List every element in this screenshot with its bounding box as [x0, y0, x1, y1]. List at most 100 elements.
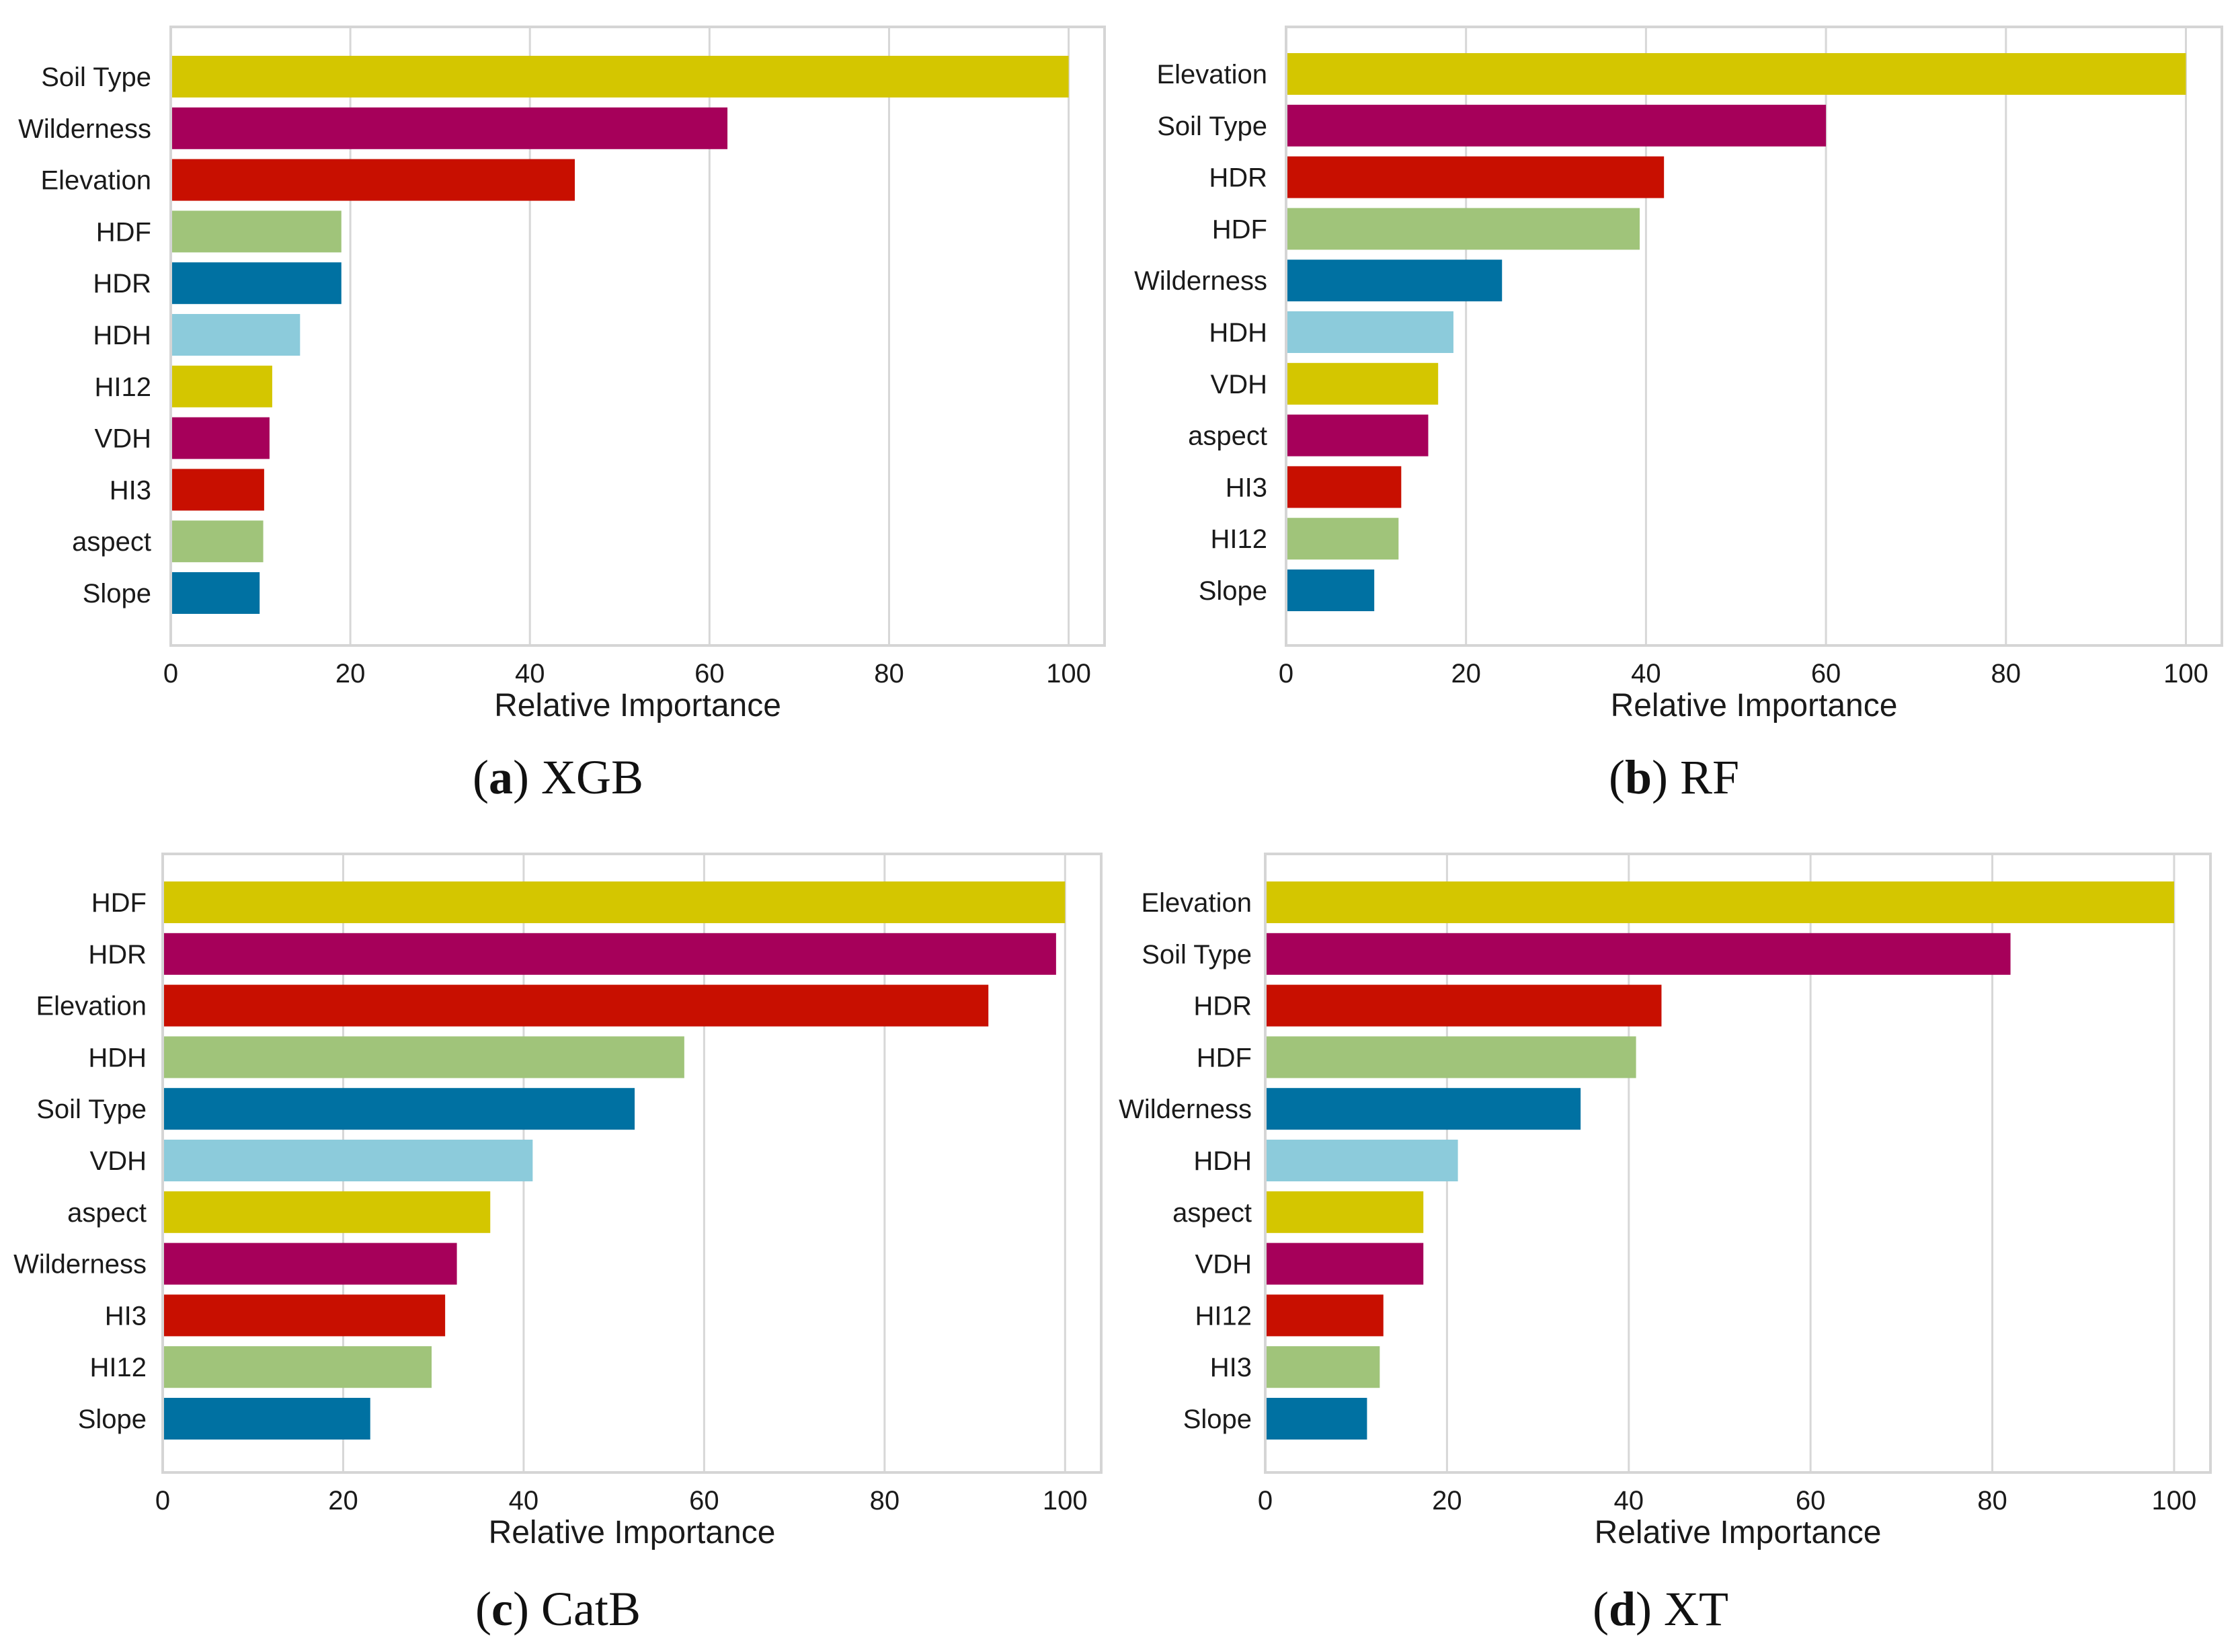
category-label: HI12: [95, 372, 152, 402]
bar: [1267, 1243, 1424, 1285]
bar: [1287, 156, 1665, 198]
category-label: Wilderness: [13, 1250, 147, 1280]
bar: [1267, 1191, 1424, 1233]
category-label: HI12: [90, 1353, 147, 1382]
category-label: HDH: [88, 1043, 147, 1072]
bar: [172, 469, 264, 511]
category-label: Soil Type: [41, 63, 151, 92]
chart-xt: Elevation Soil Type HDR HDF Wilderness HDH asp…: [1119, 853, 2212, 1636]
bar: [1287, 260, 1503, 302]
category-label: aspect: [1188, 422, 1267, 451]
category-label: HI12: [1211, 524, 1268, 554]
tick-label: 100: [2152, 1486, 2197, 1516]
category-label: HDH: [1193, 1146, 1252, 1176]
tick-label: 100: [1046, 659, 1091, 689]
bar: [1267, 881, 2174, 923]
category-label: HI3: [1226, 473, 1267, 502]
bar: [172, 262, 342, 305]
bar: [172, 314, 301, 356]
bar: [172, 56, 1069, 97]
category-label: HDR: [88, 940, 147, 970]
bar: [1267, 1294, 1384, 1337]
bar: [1287, 104, 1827, 147]
bar: [1287, 53, 2186, 95]
tick-label: 80: [870, 1486, 900, 1516]
category-label: Slope: [1183, 1405, 1252, 1434]
bar: [1267, 1346, 1380, 1388]
bar: [1287, 311, 1453, 353]
tick-label: 40: [509, 1486, 539, 1516]
chart-xgb: Soil Type Wilderness Elevation HDF HDR HDH HI1…: [18, 26, 1106, 804]
caption: (d) XT: [1593, 1582, 1728, 1636]
category-label: VDH: [1211, 370, 1267, 399]
tick-label: 60: [1796, 1486, 1826, 1516]
category-label: Elevation: [36, 992, 147, 1021]
category-label: Slope: [83, 579, 151, 608]
tick-label: 0: [163, 659, 178, 689]
bar: [172, 159, 575, 201]
bar: [172, 365, 272, 407]
bar: [1287, 466, 1402, 508]
bar: [1267, 984, 1662, 1027]
category-label: HDH: [1209, 318, 1267, 348]
bar: [164, 1036, 684, 1078]
bar: [1267, 1036, 1636, 1078]
chart-catb: HDF HDR Elevation HDH Soil Type VDH aspect Wild…: [13, 853, 1103, 1636]
plot-frame: [1285, 26, 2223, 647]
tick-label: 80: [874, 659, 904, 689]
tick-label: 0: [155, 1486, 170, 1516]
bar: [164, 1243, 457, 1285]
category-label: Slope: [78, 1405, 147, 1434]
caption: (c) CatB: [475, 1582, 641, 1636]
category-label: Elevation: [40, 166, 151, 196]
plot-frame: [169, 26, 1106, 647]
category-label: HDF: [91, 888, 147, 918]
category-label: HDH: [93, 321, 151, 350]
x-axis-label: Relative Importance: [494, 688, 781, 723]
tick-label: 0: [1258, 1486, 1273, 1516]
tick-label: 40: [1614, 1486, 1644, 1516]
bar: [164, 1346, 432, 1388]
bar: [1267, 933, 2011, 975]
category-label: HDR: [1209, 163, 1267, 193]
category-label: HI12: [1195, 1301, 1252, 1331]
bar: [1267, 1398, 1367, 1440]
bar: [1287, 208, 1640, 250]
plot-frame: [1264, 853, 2212, 1474]
category-label: aspect: [67, 1198, 147, 1228]
category-label: VDH: [1195, 1250, 1252, 1280]
category-label: HI3: [1210, 1353, 1252, 1382]
tick-label: 80: [1991, 659, 2022, 689]
tick-label: 80: [1977, 1486, 2007, 1516]
category-label: HDR: [93, 269, 151, 299]
bar: [164, 933, 1056, 975]
bar: [164, 1088, 635, 1130]
bar: [172, 572, 260, 614]
x-axis-label: Relative Importance: [1595, 1515, 1882, 1550]
category-label: HDR: [1193, 992, 1252, 1021]
category-label: HDF: [1197, 1043, 1252, 1072]
tick-label: 20: [1451, 659, 1481, 689]
bar: [1267, 1088, 1581, 1130]
bar: [172, 417, 270, 459]
category-label: HI3: [110, 475, 151, 505]
tick-label: 100: [2163, 659, 2208, 689]
category-label: Soil Type: [1142, 940, 1252, 970]
caption: (a) XGB: [473, 750, 643, 804]
category-label: VDH: [90, 1146, 147, 1176]
caption: (b) RF: [1609, 750, 1739, 804]
bar: [164, 1140, 533, 1181]
bar: [1287, 414, 1429, 457]
category-label: VDH: [95, 424, 151, 454]
category-label: aspect: [72, 527, 151, 557]
bar: [172, 107, 728, 149]
category-label: Soil Type: [36, 1095, 147, 1124]
tick-label: 100: [1043, 1486, 1088, 1516]
bar: [164, 1294, 446, 1337]
category-label: Slope: [1199, 576, 1267, 606]
category-label: Wilderness: [1134, 266, 1267, 296]
bar: [1287, 569, 1375, 611]
category-label: Soil Type: [1157, 112, 1267, 141]
x-axis-label: Relative Importance: [1611, 688, 1898, 723]
